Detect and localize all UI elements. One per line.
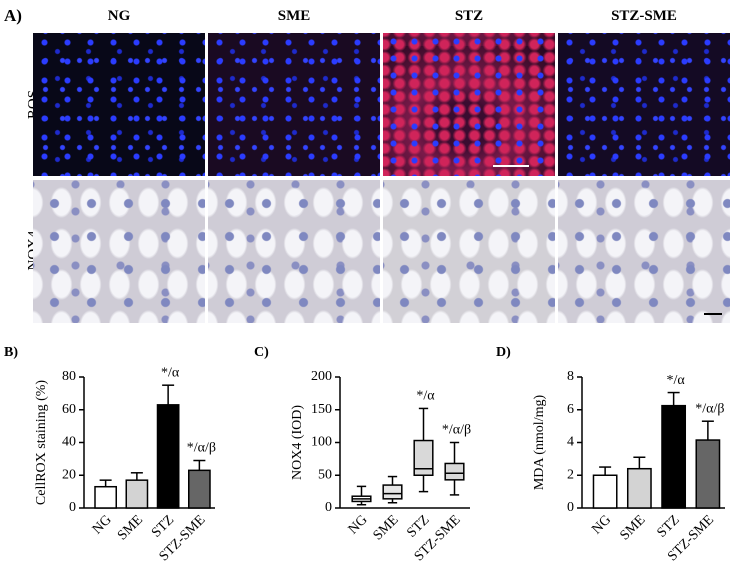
bar [592, 474, 618, 509]
annotation: */α [667, 373, 686, 388]
annotation: */α/β [695, 401, 724, 416]
panel-label: D) [496, 345, 511, 360]
x-tick-label: SME [618, 512, 649, 543]
x-tick-label: NG [90, 512, 115, 537]
x-tick-label: STZ [655, 512, 683, 540]
bar [188, 469, 211, 509]
y-tick-label: 50 [318, 467, 332, 482]
y-tick-label: 0 [69, 500, 76, 515]
y-tick-label: 80 [62, 369, 76, 384]
box [413, 439, 434, 477]
y-axis-title: CellROX staining (%) [34, 380, 49, 506]
micrograph [33, 180, 205, 323]
y-tick-label: 150 [311, 402, 332, 417]
micrograph [383, 33, 555, 176]
bar [626, 467, 652, 509]
panel-label: B) [4, 345, 18, 360]
box [382, 484, 403, 500]
panel-label: A) [4, 6, 22, 25]
box [444, 462, 465, 481]
column-header: SME [277, 8, 311, 24]
y-tick-label: 8 [567, 369, 574, 384]
y-tick-label: 100 [311, 435, 332, 450]
y-axis-title: NOX4 (IOD) [290, 405, 305, 480]
bar [156, 404, 180, 509]
x-tick-label: SME [115, 512, 146, 543]
micrograph [383, 180, 555, 323]
bar [125, 479, 149, 509]
scale-bar [493, 165, 529, 167]
y-tick-label: 200 [311, 369, 332, 384]
column-header: NG [107, 8, 131, 24]
x-tick-label: NG [346, 512, 371, 537]
y-tick-label: 6 [567, 402, 574, 417]
column-header: STZ [454, 8, 484, 24]
scale-bar [704, 313, 722, 315]
bar [94, 485, 117, 509]
annotation: */α/β [187, 441, 216, 456]
y-tick-label: 40 [62, 435, 76, 450]
y-axis-title: MDA (nmol/mg) [532, 395, 547, 491]
y-tick-label: 0 [567, 500, 574, 515]
micrograph [208, 180, 380, 323]
annotation: */α [416, 389, 435, 404]
micrograph [558, 180, 730, 323]
y-tick-label: 60 [62, 402, 76, 417]
micrograph [208, 33, 380, 176]
micrograph [33, 33, 205, 176]
micrograph [558, 33, 730, 176]
column-header: STZ-SME [611, 8, 677, 24]
bar [661, 404, 687, 509]
y-tick-label: 0 [325, 500, 332, 515]
panel-label: C) [254, 345, 269, 360]
y-tick-label: 20 [62, 467, 76, 482]
x-tick-label: SME [371, 512, 402, 543]
y-tick-label: 4 [567, 435, 574, 450]
bar [695, 439, 721, 509]
x-tick-label: NG [589, 512, 614, 537]
y-tick-label: 2 [567, 467, 574, 482]
annotation: */α/β [442, 423, 471, 438]
annotation: */α [161, 365, 180, 380]
